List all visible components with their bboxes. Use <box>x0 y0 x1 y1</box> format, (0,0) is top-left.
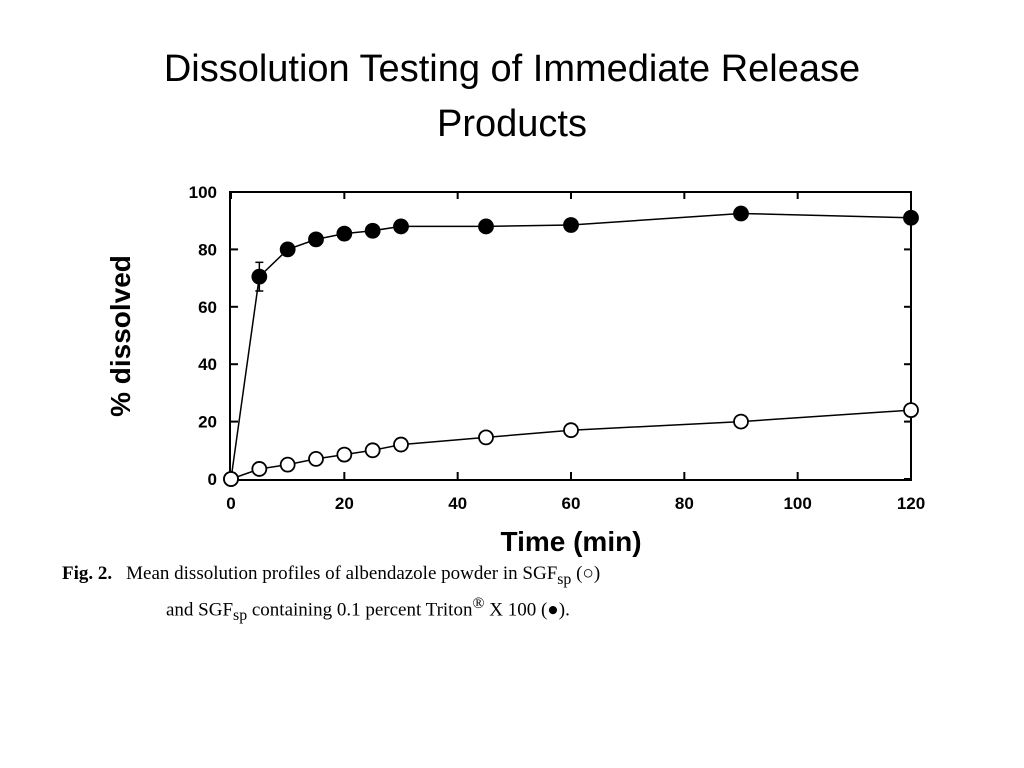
y-axis-ticks: 0 20 40 60 80 100 <box>189 183 911 489</box>
data-point-filled <box>478 218 494 235</box>
data-point-filled <box>336 225 353 242</box>
caption-line2-sub: sp <box>233 606 248 624</box>
y-tick-label: 60 <box>198 298 217 317</box>
x-tick-label: 120 <box>897 494 925 513</box>
data-point-filled <box>279 241 296 258</box>
caption-fig-number: Fig. 2. <box>62 563 113 584</box>
data-point-open <box>279 456 296 473</box>
caption-line1-end: (○) <box>571 563 601 584</box>
slide-title-line2: Products <box>437 103 587 145</box>
data-point-open <box>903 402 919 419</box>
y-axis-title: % dissolved <box>105 255 136 417</box>
data-point-open <box>478 429 494 446</box>
data-point-open <box>223 471 239 487</box>
caption-line2-mid: containing 0.1 percent Triton <box>247 599 473 621</box>
x-axis-title: Time (min) <box>500 526 641 557</box>
slide-title: Dissolution Testing of Immediate Release… <box>60 42 964 152</box>
caption-line2-sup: ® <box>472 594 485 612</box>
caption-line2-text: and SGF <box>166 599 234 621</box>
x-tick-label: 40 <box>448 494 467 513</box>
series-line-filled <box>230 212 912 480</box>
data-point-filled <box>903 209 919 226</box>
slide-title-line1: Dissolution Testing of Immediate Release <box>163 48 861 90</box>
x-tick-label: 60 <box>562 494 581 513</box>
y-tick-label: 100 <box>189 183 217 202</box>
caption-line1-sub: sp <box>557 570 572 588</box>
x-tick-label: 80 <box>675 494 694 513</box>
y-tick-label: 0 <box>208 470 217 489</box>
y-tick-label: 20 <box>198 413 217 432</box>
data-point-open <box>733 413 749 430</box>
figure-caption: Fig. 2. Mean dissolution profiles of albe… <box>62 562 992 628</box>
data-point-open <box>393 436 409 453</box>
caption-line2-end: X 100 (●). <box>484 599 570 621</box>
x-tick-label: 100 <box>783 494 811 513</box>
series-line-open <box>230 409 912 480</box>
series-layer <box>223 205 919 487</box>
data-point-open <box>251 461 268 477</box>
data-point-filled <box>563 217 579 233</box>
data-point-open <box>308 451 324 467</box>
data-point-filled <box>364 222 381 239</box>
x-tick-label: 0 <box>226 494 235 513</box>
caption-line1-text: Mean dissolution profiles of albendazole… <box>126 563 558 584</box>
data-point-filled <box>733 205 749 222</box>
data-point-open <box>364 442 381 459</box>
y-tick-label: 80 <box>198 240 217 259</box>
y-tick-label: 40 <box>198 355 217 374</box>
data-point-open <box>563 422 579 439</box>
caption-line2: and SGFsp containing 0.1 percent Triton®… <box>62 592 992 628</box>
x-axis-ticks: 0 20 40 60 80 100 120 <box>226 192 925 513</box>
data-point-open <box>336 446 353 463</box>
data-point-filled <box>308 231 324 248</box>
data-point-filled <box>393 218 409 235</box>
caption-line1: Fig. 2. Mean dissolution profiles of albe… <box>62 562 992 592</box>
data-point-filled <box>251 268 268 285</box>
x-tick-label: 20 <box>335 494 354 513</box>
